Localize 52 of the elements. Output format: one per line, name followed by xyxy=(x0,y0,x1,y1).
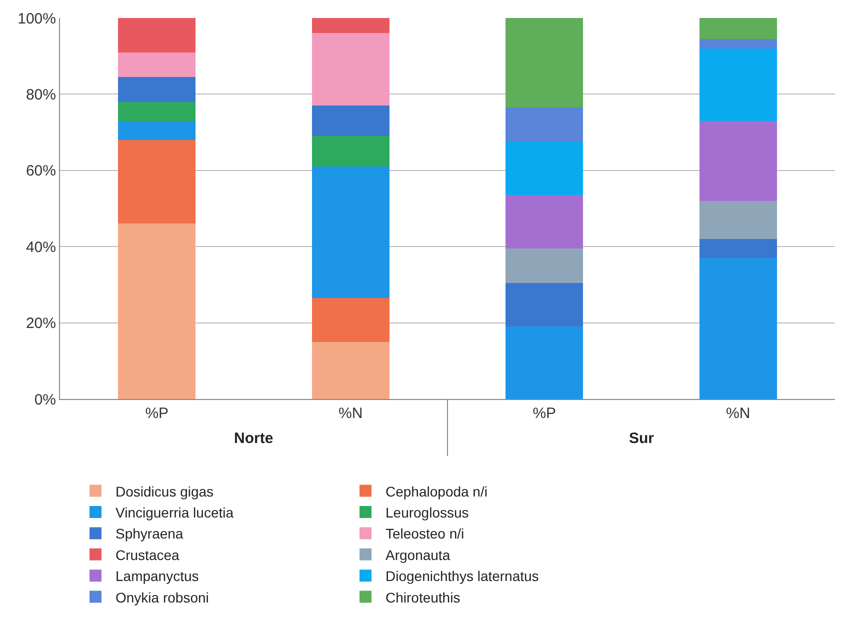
legend-label: Sphyraena xyxy=(116,526,184,542)
y-tick-label: 40% xyxy=(26,238,56,256)
y-tick-label: 60% xyxy=(26,162,56,180)
bar xyxy=(506,18,584,108)
legend-label: Vinciguerria lucetia xyxy=(116,504,234,520)
bar xyxy=(699,38,777,48)
x-tick-label: %P xyxy=(145,405,169,422)
legend-label: Dosidicus gigas xyxy=(116,483,214,500)
bar xyxy=(312,106,390,136)
bar xyxy=(312,342,390,399)
text: Sur xyxy=(629,430,654,447)
legend-label: Teleosteo n/i xyxy=(386,526,464,542)
bar xyxy=(506,282,584,327)
text: Norte xyxy=(234,430,274,447)
bar xyxy=(118,120,196,140)
legend-label: Chiroteuthis xyxy=(386,589,460,606)
bar xyxy=(312,33,390,106)
legend-label: Leuroglossus xyxy=(386,504,469,520)
y-tick-label: 0% xyxy=(34,391,56,408)
bar xyxy=(506,108,584,142)
bar xyxy=(312,18,390,34)
bar xyxy=(506,326,584,399)
bar xyxy=(118,77,196,102)
legend-label: Argonauta xyxy=(386,546,450,563)
bar xyxy=(118,102,196,121)
y-tick-label: 80% xyxy=(26,86,56,104)
bar xyxy=(699,18,777,39)
bar xyxy=(506,248,584,283)
bar xyxy=(699,120,777,201)
bar xyxy=(506,142,584,196)
x-tick-label: %P xyxy=(532,405,556,422)
bar xyxy=(699,238,777,258)
bar xyxy=(312,136,390,167)
bar xyxy=(118,18,196,52)
legend-label: Lampanyctus xyxy=(116,568,199,584)
bar xyxy=(118,224,196,399)
bar xyxy=(118,52,196,78)
bar xyxy=(699,258,777,399)
legend-label: Diogenichthys laternatus xyxy=(386,568,539,584)
bar xyxy=(699,48,777,121)
x-tick-label: %N xyxy=(726,405,750,422)
y-tick-label: 20% xyxy=(26,315,56,332)
y-tick-label: 100% xyxy=(18,10,56,28)
bar xyxy=(312,166,390,298)
bar xyxy=(699,200,777,239)
bar xyxy=(312,298,390,342)
x-tick-label: %N xyxy=(338,405,363,422)
legend-label: Cephalopoda n/i xyxy=(386,483,488,500)
legend-label: Crustacea xyxy=(116,546,180,563)
bar xyxy=(506,195,584,249)
legend-label: Onykia robsoni xyxy=(116,589,209,606)
bar xyxy=(118,140,196,224)
